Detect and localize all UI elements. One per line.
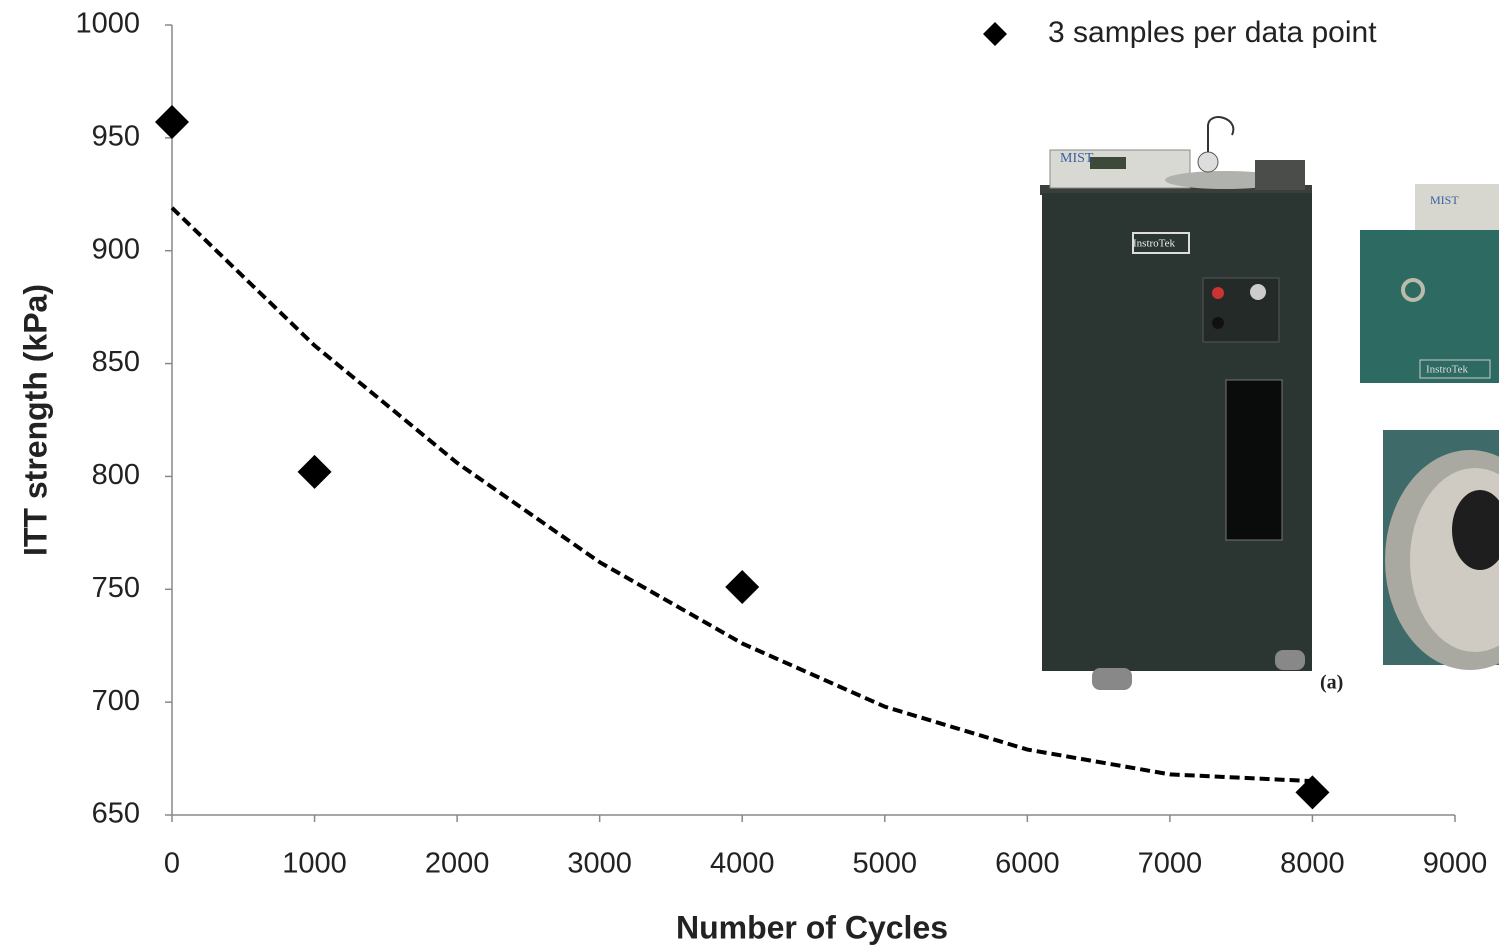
legend-label: 3 samples per data point [1048,16,1377,49]
logo-plate [1132,232,1190,254]
y-tick-label: 700 [92,685,140,717]
y-axis-title: ITT strength (kPa) [17,284,53,556]
photo: InstroTek MIST MIST InstroTek (a) [1040,116,1499,694]
display [1090,157,1126,169]
data-point [155,105,189,140]
handle [1401,278,1425,302]
knob [1250,284,1266,300]
photo-label: MIST [1060,151,1094,166]
photo-label: MIST [1430,193,1459,207]
cabinet-top [1040,185,1312,195]
y-tick-label: 850 [92,346,140,378]
x-tick-label: 9000 [1423,848,1488,880]
x-tick-label: 7000 [1138,848,1203,880]
gauge [1197,151,1219,173]
annotation: (a) [1320,672,1343,694]
x-tick-label: 1000 [282,848,347,880]
y-tick-label: 800 [92,459,140,491]
data-point [297,454,332,489]
sample [1452,490,1499,570]
data-point [725,570,760,605]
logo-plate [1419,359,1491,379]
x-tick-label: 8000 [1280,848,1345,880]
x-tick-label: 6000 [995,848,1060,880]
y-tick-label: 750 [92,572,140,604]
hose [1207,116,1235,152]
window [1225,379,1283,541]
y-tick-label: 950 [92,121,140,153]
side-panel [1415,184,1499,230]
knob [1212,317,1224,329]
x-tick-label: 2000 [425,848,490,880]
data-point [1295,775,1330,810]
switch-panel [1202,277,1280,343]
y-tick-label: 650 [92,798,140,830]
x-axis-title: Number of Cycles [676,909,948,945]
y-tick-label: 900 [92,233,140,265]
x-tick-label: 0 [164,848,180,880]
wheel [1275,650,1305,670]
wheel [1092,668,1132,690]
photo-label: InstroTek [1133,238,1175,250]
x-tick-label: 3000 [567,848,632,880]
x-tick-label: 5000 [853,848,918,880]
switch [1212,287,1224,299]
trendline [170,206,1313,784]
y-tick-label: 1000 [75,8,140,40]
side-photo [1360,230,1499,383]
legend-marker [983,22,1007,46]
lid [1255,160,1305,190]
photo-label: InstroTek [1426,364,1468,376]
x-tick-label: 4000 [710,848,775,880]
